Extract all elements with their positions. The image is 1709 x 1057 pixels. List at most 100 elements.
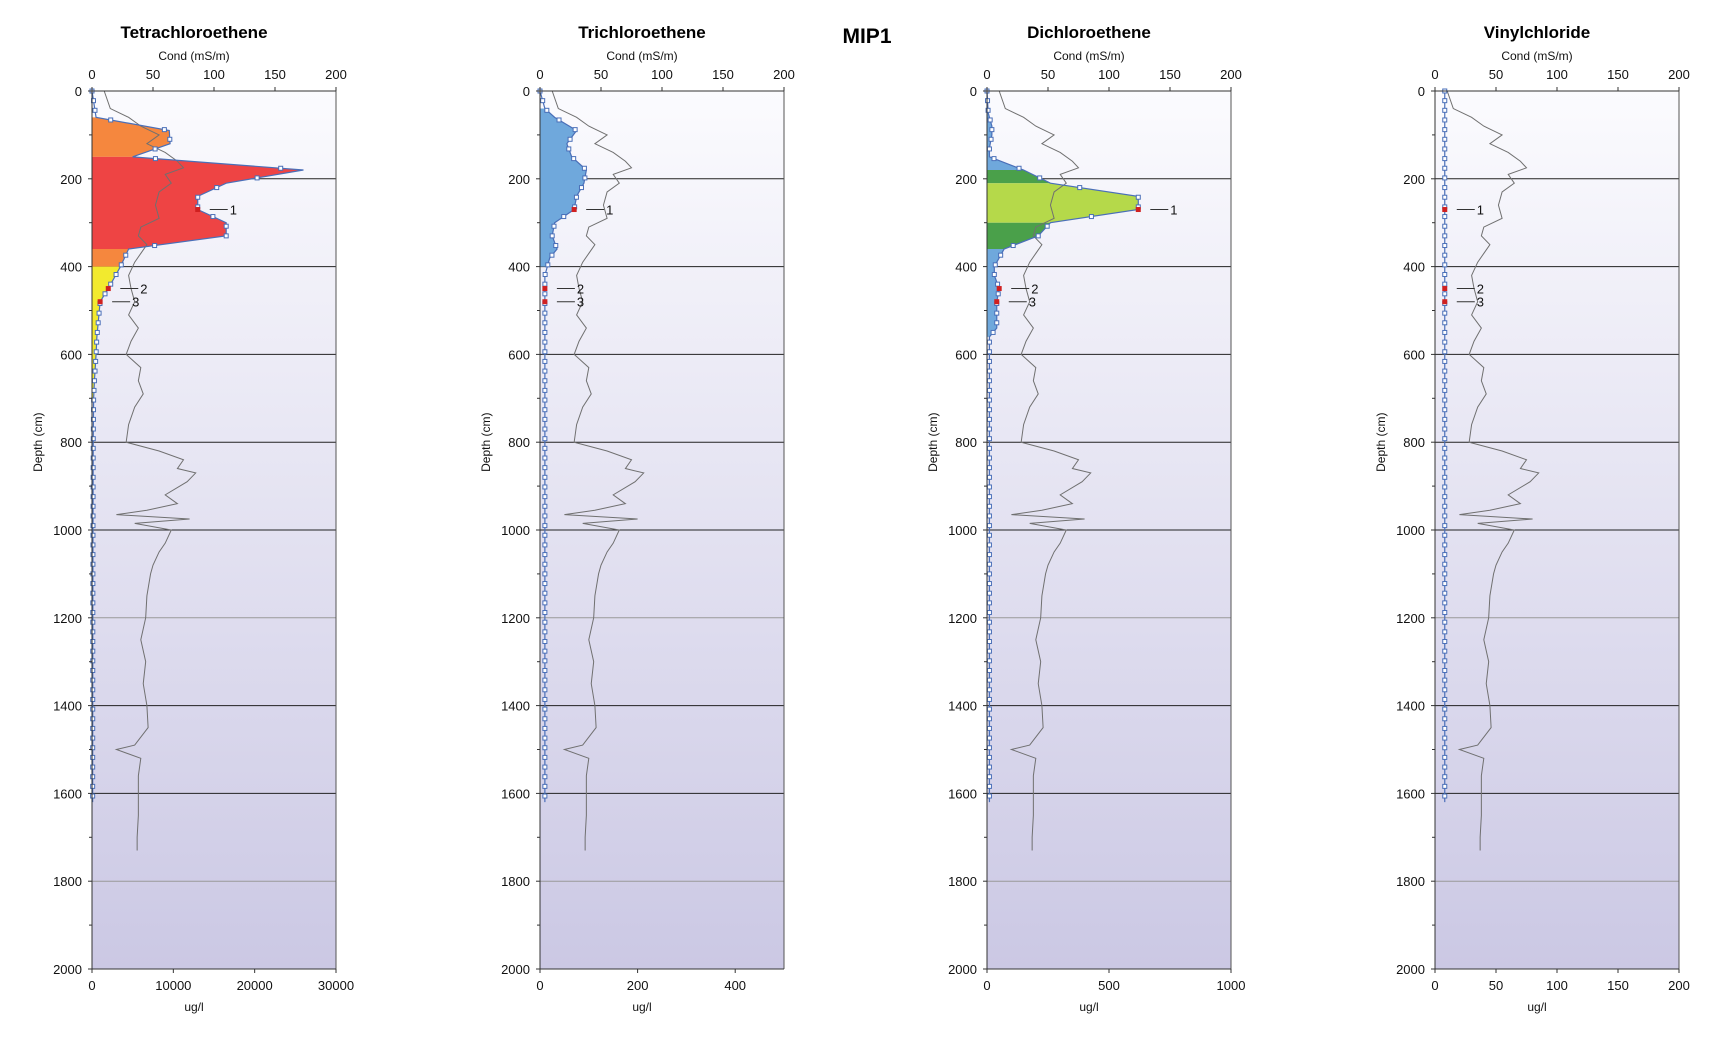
top-tick-label: 200 [773, 67, 795, 82]
concentration-marker [1442, 127, 1448, 133]
sample-label: 1 [1477, 203, 1484, 218]
y-tick-label: 2000 [948, 962, 977, 977]
concentration-marker [195, 194, 201, 200]
concentration-marker [542, 532, 548, 538]
concentration-marker [1442, 445, 1448, 451]
concentration-marker [152, 146, 158, 152]
concentration-marker [991, 272, 997, 278]
concentration-marker [1442, 156, 1448, 162]
y-axis-title: Depth (cm) [31, 413, 45, 472]
y-tick-label: 1400 [948, 699, 977, 714]
y-tick-label: 1800 [53, 874, 82, 889]
top-tick-label: 50 [146, 67, 160, 82]
y-tick-label: 200 [508, 172, 530, 187]
concentration-marker [1442, 735, 1448, 741]
y-tick-label: 1800 [948, 874, 977, 889]
concentration-marker [542, 696, 548, 702]
concentration-marker [1442, 706, 1448, 712]
conductivity-line [103, 90, 197, 851]
concentration-marker [161, 127, 167, 133]
y-tick-label: 200 [60, 172, 82, 187]
concentration-marker [542, 474, 548, 480]
bottom-tick-label: 30000 [318, 978, 354, 993]
top-tick-label: 200 [325, 67, 347, 82]
concentration-marker [1442, 175, 1448, 181]
concentration-marker [542, 387, 548, 393]
concentration-marker [986, 503, 992, 509]
sample-label: 3 [132, 295, 139, 310]
concentration-marker [986, 532, 992, 538]
sample-label-marker [542, 286, 548, 292]
sample-label-marker [97, 299, 103, 305]
sample-label-marker [1442, 207, 1448, 213]
concentration-marker [152, 156, 158, 162]
figure-title: MIP1 [842, 25, 891, 48]
sample-label-marker [195, 207, 201, 213]
top-tick-label: 0 [536, 67, 543, 82]
sample-label: 2 [1031, 282, 1038, 297]
y-tick-label: 400 [60, 260, 82, 275]
concentration-marker [1442, 358, 1448, 364]
concentration-marker [90, 523, 96, 529]
concentration-marker [986, 552, 992, 558]
concentration-marker [90, 484, 96, 490]
panels-group: 1230200400600800100012001400160018002000… [31, 23, 1690, 1014]
concentration-marker [549, 252, 555, 258]
concentration-marker [90, 774, 96, 780]
concentration-marker [986, 561, 992, 567]
y-tick-label: 2000 [501, 962, 530, 977]
bottom-tick-label: 20000 [237, 978, 273, 993]
concentration-marker [542, 735, 548, 741]
concentration-marker [90, 426, 96, 432]
concentration-fill-band [92, 249, 129, 267]
top-axis-title: Cond (mS/m) [158, 49, 229, 63]
y-tick-label: 800 [955, 435, 977, 450]
concentration-marker [1442, 378, 1448, 384]
concentration-marker [1442, 561, 1448, 567]
concentration-marker [94, 339, 100, 345]
concentration-marker [986, 436, 992, 442]
concentration-marker [542, 600, 548, 606]
concentration-marker [542, 523, 548, 529]
concentration-marker [90, 687, 96, 693]
concentration-marker [1442, 252, 1448, 258]
conductivity-line [1446, 90, 1540, 851]
y-tick-label: 1200 [501, 611, 530, 626]
bottom-tick-label: 400 [724, 978, 746, 993]
concentration-marker [90, 764, 96, 770]
concentration-marker [542, 677, 548, 683]
y-tick-label: 600 [955, 347, 977, 362]
concentration-marker [553, 243, 559, 249]
top-tick-label: 200 [1220, 67, 1242, 82]
concentration-marker [986, 745, 992, 751]
bottom-tick-label: 10000 [155, 978, 191, 993]
concentration-marker [986, 146, 992, 152]
concentration-marker [1442, 272, 1448, 278]
concentration-marker [542, 706, 548, 712]
top-tick-label: 150 [1607, 67, 1629, 82]
concentration-marker [90, 416, 96, 422]
concentration-marker [994, 320, 1000, 326]
concentration-marker [986, 764, 992, 770]
concentration-marker [542, 358, 548, 364]
concentration-marker [1035, 233, 1041, 239]
concentration-marker [1442, 426, 1448, 432]
concentration-marker [986, 600, 992, 606]
concentration-marker [582, 175, 588, 181]
concentration-marker [986, 484, 992, 490]
y-tick-label: 1400 [53, 699, 82, 714]
bottom-tick-label: 150 [1607, 978, 1629, 993]
concentration-marker [1442, 619, 1448, 625]
concentration-marker [986, 793, 992, 799]
y-tick-label: 1000 [1396, 523, 1425, 538]
concentration-marker [544, 107, 550, 113]
y-tick-label: 400 [955, 260, 977, 275]
top-tick-label: 100 [1098, 67, 1120, 82]
concentration-marker [90, 629, 96, 635]
y-tick-label: 1800 [501, 874, 530, 889]
bottom-tick-label: 200 [627, 978, 649, 993]
concentration-marker [90, 745, 96, 751]
concentration-marker [1442, 658, 1448, 664]
y-tick-label: 400 [1403, 260, 1425, 275]
concentration-marker [1088, 214, 1094, 220]
